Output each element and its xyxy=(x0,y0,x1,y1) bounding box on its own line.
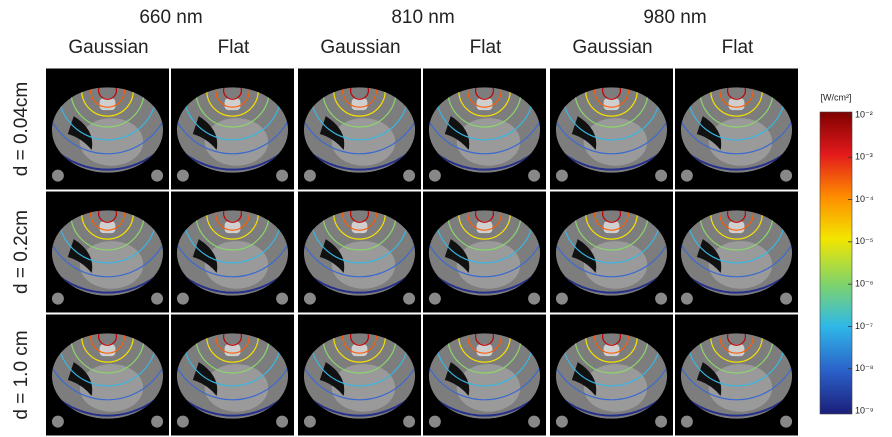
colorbar-unit: [W/cm²] xyxy=(821,92,852,102)
profile-label: Flat xyxy=(470,37,502,58)
row-label: d = 1.0 cm xyxy=(11,330,32,419)
profile-label: Gaussian xyxy=(572,37,652,58)
profile-label: Flat xyxy=(722,37,754,58)
colorbar xyxy=(820,112,852,414)
profile-label: Gaussian xyxy=(320,37,400,58)
wavelength-label: 660 nm xyxy=(139,7,202,28)
colorbar-tick-label: 10⁻³ xyxy=(855,152,873,162)
profile-label: Gaussian xyxy=(68,37,148,58)
colorbar-tick-label: 10⁻⁹ xyxy=(855,405,874,415)
image-grid xyxy=(28,11,816,436)
colorbar-tick-label: 10⁻⁷ xyxy=(855,321,873,331)
colorbar-tick-label: 10⁻⁵ xyxy=(855,236,874,246)
colorbar-tick-label: 10⁻⁴ xyxy=(855,194,874,204)
figure: [W/cm²] 660 nm Gaussian Flat 810 nm Gaussian… xyxy=(0,0,892,437)
colorbar-tick-label: 10⁻⁶ xyxy=(855,279,874,289)
wavelength-label: 980 nm xyxy=(643,7,706,28)
wavelength-label: 810 nm xyxy=(391,7,454,28)
profile-label: Flat xyxy=(218,37,250,58)
colorbar-tick-label: 10⁻⁸ xyxy=(855,363,874,373)
row-label: d = 0.04cm xyxy=(11,82,32,177)
colorbar-tick-label: 10⁻² xyxy=(855,109,873,119)
row-label: d = 0.2cm xyxy=(11,210,32,294)
